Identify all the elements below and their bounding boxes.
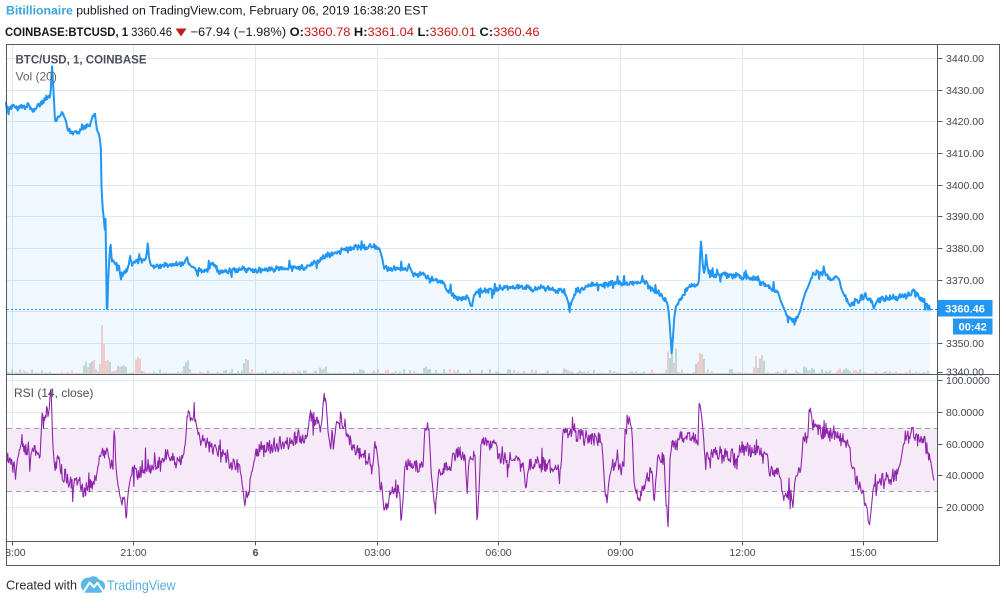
svg-text:3350.00: 3350.00 bbox=[946, 338, 984, 350]
svg-text:3410.00: 3410.00 bbox=[946, 148, 984, 160]
svg-text:Vol (20): Vol (20) bbox=[16, 70, 57, 84]
svg-text:60.0000: 60.0000 bbox=[946, 439, 984, 451]
svg-text:3380.00: 3380.00 bbox=[946, 243, 984, 255]
svg-text:12:00: 12:00 bbox=[729, 547, 755, 559]
svg-text:03:00: 03:00 bbox=[364, 547, 390, 559]
svg-text:18:00: 18:00 bbox=[0, 547, 26, 559]
svg-text:COINBASE:BTCUSD, 1 3360.46: COINBASE:BTCUSD, 1 3360.46 bbox=[5, 25, 172, 39]
svg-text:3370.00: 3370.00 bbox=[946, 275, 984, 287]
svg-text:09:00: 09:00 bbox=[607, 547, 633, 559]
svg-text:Bitillionaire published on Tra: Bitillionaire published on TradingView.c… bbox=[6, 4, 428, 18]
svg-text:00:42: 00:42 bbox=[959, 322, 987, 334]
svg-text:3430.00: 3430.00 bbox=[946, 85, 984, 97]
svg-text:21:00: 21:00 bbox=[120, 547, 146, 559]
svg-text:80.0000: 80.0000 bbox=[946, 407, 984, 419]
svg-text:3340.00: 3340.00 bbox=[946, 367, 984, 379]
svg-text:40.0000: 40.0000 bbox=[946, 470, 984, 482]
svg-text:3360.46: 3360.46 bbox=[945, 304, 985, 316]
svg-text:3390.00: 3390.00 bbox=[946, 211, 984, 223]
svg-text:3440.00: 3440.00 bbox=[946, 53, 984, 65]
svg-text:−67.94 (−1.98%) O:3360.78 H:33: −67.94 (−1.98%) O:3360.78 H:3361.04 L:33… bbox=[191, 25, 540, 39]
svg-text:20.0000: 20.0000 bbox=[946, 502, 984, 514]
svg-text:6: 6 bbox=[253, 547, 259, 559]
svg-text:3400.00: 3400.00 bbox=[946, 180, 984, 192]
svg-text:100.0000: 100.0000 bbox=[946, 375, 990, 387]
svg-text:TradingView: TradingView bbox=[107, 577, 176, 593]
svg-text:06:00: 06:00 bbox=[485, 547, 511, 559]
svg-text:BTC/USD, 1, COINBASE: BTC/USD, 1, COINBASE bbox=[16, 53, 147, 67]
svg-text:15:00: 15:00 bbox=[850, 547, 876, 559]
svg-text:Created with: Created with bbox=[6, 578, 77, 593]
svg-text:RSI (14, close): RSI (14, close) bbox=[14, 386, 93, 400]
svg-text:3420.00: 3420.00 bbox=[946, 116, 984, 128]
